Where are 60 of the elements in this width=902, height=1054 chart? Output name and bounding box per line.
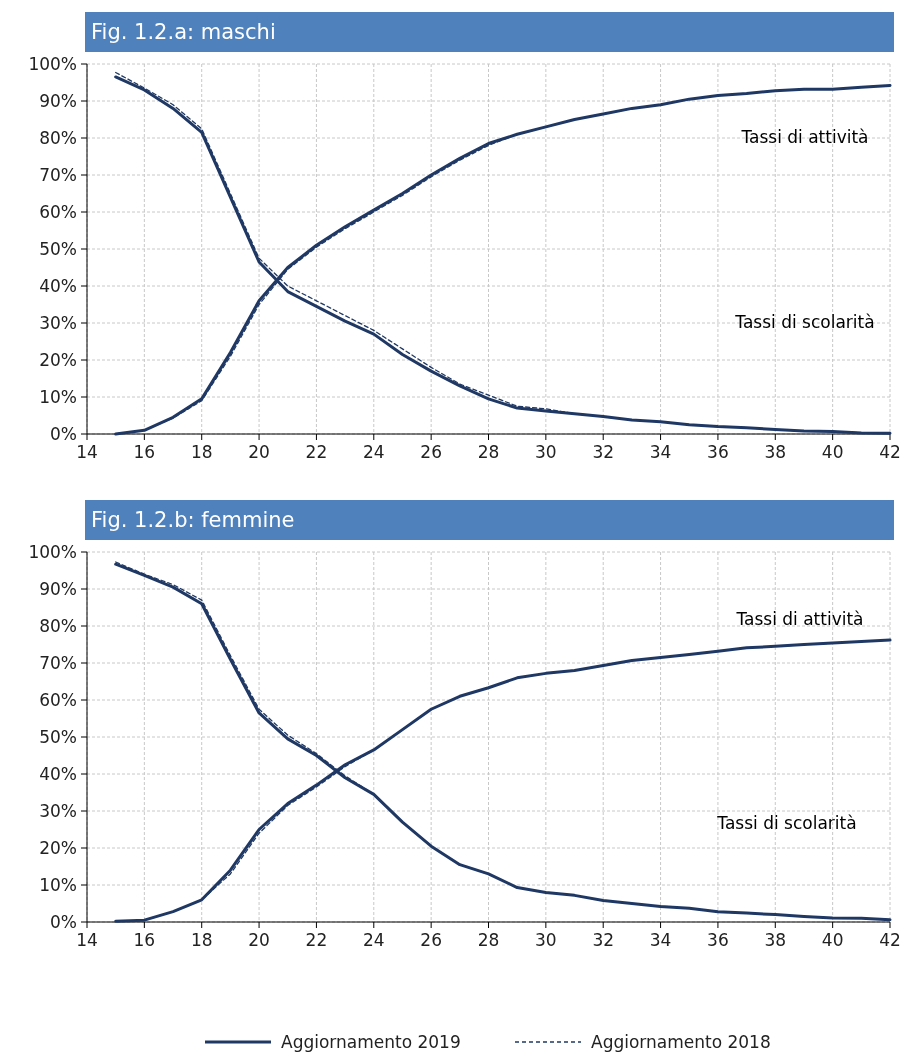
x-tick-label: 22 <box>305 930 328 950</box>
x-tick-label: 20 <box>248 442 270 462</box>
y-tick-label: 80% <box>39 127 77 148</box>
y-tick-label: 90% <box>39 90 77 111</box>
x-tick-label: 24 <box>362 930 385 950</box>
x-tick-label: 34 <box>649 930 672 950</box>
chart-title: Fig. 1.2.a: maschi <box>91 20 276 44</box>
y-tick-label: 80% <box>39 615 77 636</box>
x-tick-label: 24 <box>362 442 385 462</box>
x-tick-label: 38 <box>764 442 787 462</box>
x-tick-label: 36 <box>707 930 729 950</box>
x-tick-label: 40 <box>821 442 844 462</box>
y-tick-label: 10% <box>39 386 77 407</box>
y-tick-label: 10% <box>39 874 77 895</box>
x-tick-label: 20 <box>248 930 270 950</box>
x-tick-label: 40 <box>821 930 844 950</box>
y-tick-label: 30% <box>39 312 77 333</box>
x-tick-label: 18 <box>190 930 213 950</box>
y-tick-label: 100% <box>28 541 77 562</box>
x-tick-label: 36 <box>707 442 729 462</box>
x-tick-label: 26 <box>420 930 442 950</box>
y-tick-label: 0% <box>50 423 77 444</box>
chart-title: Fig. 1.2.b: femmine <box>91 508 295 532</box>
y-tick-label: 70% <box>39 652 77 673</box>
x-tick-label: 28 <box>477 442 500 462</box>
y-tick-label: 50% <box>39 726 77 747</box>
x-tick-label: 38 <box>764 930 787 950</box>
y-tick-label: 20% <box>39 837 77 858</box>
x-tick-label: 14 <box>76 930 98 950</box>
x-tick-label: 22 <box>305 442 328 462</box>
y-tick-label: 60% <box>39 689 77 710</box>
y-tick-label: 70% <box>39 164 77 185</box>
x-tick-label: 16 <box>133 442 156 462</box>
y-tick-label: 40% <box>39 275 77 296</box>
legend-label: Aggiornamento 2019 <box>281 1031 461 1052</box>
x-tick-label: 32 <box>592 930 615 950</box>
x-tick-label: 26 <box>420 442 442 462</box>
x-tick-label: 30 <box>535 442 557 462</box>
x-tick-label: 32 <box>592 442 615 462</box>
x-tick-label: 34 <box>649 442 672 462</box>
y-tick-label: 100% <box>28 53 77 74</box>
legend-label: Aggiornamento 2018 <box>591 1031 771 1052</box>
x-tick-label: 30 <box>535 930 557 950</box>
x-tick-label: 14 <box>76 442 98 462</box>
x-tick-label: 18 <box>190 442 213 462</box>
y-tick-label: 0% <box>50 911 77 932</box>
x-tick-label: 42 <box>879 930 901 950</box>
y-tick-label: 20% <box>39 349 77 370</box>
y-tick-label: 90% <box>39 578 77 599</box>
y-tick-label: 30% <box>39 800 77 821</box>
y-tick-label: 60% <box>39 201 77 222</box>
x-tick-label: 28 <box>477 930 500 950</box>
x-tick-label: 42 <box>879 442 901 462</box>
annotation: Tassi di attività <box>740 126 869 147</box>
annotation: Tassi di scolarità <box>734 311 875 332</box>
annotation: Tassi di scolarità <box>716 812 857 833</box>
annotation: Tassi di attività <box>735 608 864 629</box>
y-tick-label: 40% <box>39 763 77 784</box>
x-tick-label: 16 <box>133 930 156 950</box>
y-tick-label: 50% <box>39 238 77 259</box>
